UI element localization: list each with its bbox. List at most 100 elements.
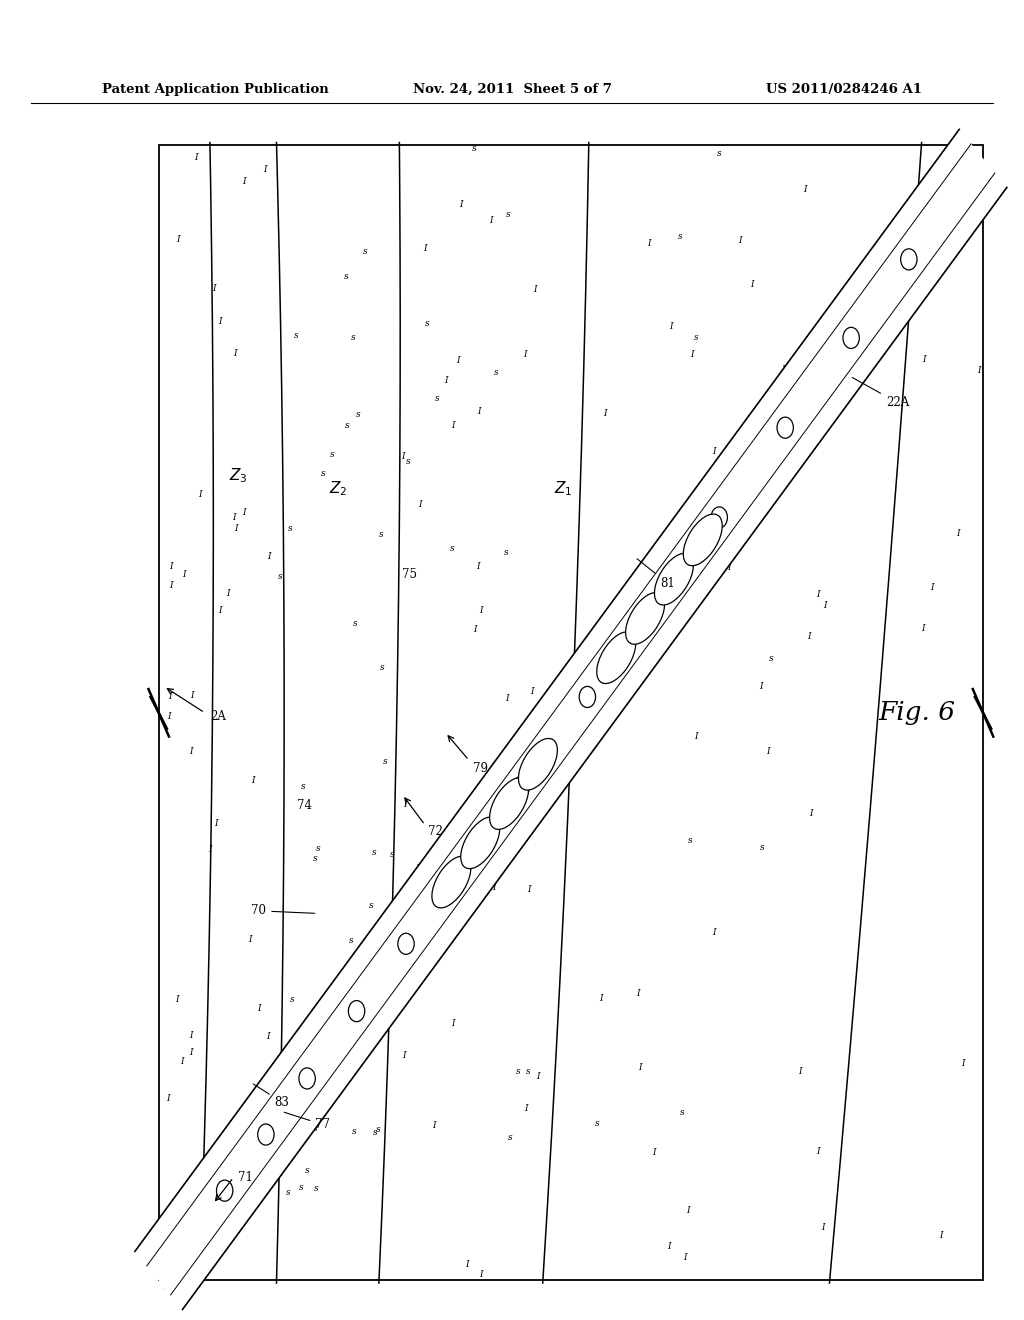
Text: I: I — [683, 1253, 686, 1262]
Text: s: s — [298, 1183, 303, 1192]
Text: I: I — [962, 1059, 965, 1068]
Text: I: I — [727, 562, 730, 572]
Text: US 2011/0284246 A1: US 2011/0284246 A1 — [766, 83, 922, 96]
Text: I: I — [248, 935, 252, 944]
Text: s: s — [372, 847, 377, 857]
Text: I: I — [218, 606, 222, 615]
Text: Fig. 6: Fig. 6 — [878, 701, 955, 725]
Text: I: I — [669, 322, 673, 331]
Text: I: I — [176, 235, 179, 244]
Text: s: s — [515, 1067, 520, 1076]
Text: 72: 72 — [428, 825, 443, 838]
Text: s: s — [769, 457, 773, 466]
Text: s: s — [505, 548, 509, 557]
Text: I: I — [647, 239, 651, 248]
Text: s: s — [383, 756, 387, 766]
Text: s: s — [301, 783, 305, 791]
Text: I: I — [402, 1051, 406, 1060]
Text: s: s — [345, 421, 349, 430]
Text: s: s — [349, 936, 353, 945]
Text: s: s — [474, 828, 478, 837]
Text: I: I — [432, 1121, 435, 1130]
Text: I: I — [451, 1019, 455, 1028]
Text: I: I — [167, 711, 171, 721]
Text: I: I — [425, 873, 429, 882]
Ellipse shape — [432, 857, 471, 908]
Text: I: I — [953, 186, 956, 195]
Text: s: s — [351, 333, 355, 342]
Text: 74: 74 — [297, 799, 311, 812]
Text: I: I — [415, 863, 419, 873]
Text: $Z_3$: $Z_3$ — [229, 466, 248, 484]
Text: s: s — [451, 544, 455, 553]
Text: I: I — [652, 1148, 656, 1158]
Text: 81: 81 — [637, 558, 675, 590]
Text: I: I — [459, 199, 463, 209]
Text: I: I — [182, 570, 186, 578]
Text: I: I — [636, 989, 639, 998]
Text: s: s — [506, 210, 510, 219]
Text: s: s — [362, 247, 368, 256]
Text: I: I — [212, 284, 216, 293]
Text: I: I — [816, 590, 819, 599]
Text: s: s — [290, 995, 295, 1005]
Text: I: I — [169, 581, 173, 590]
Circle shape — [711, 507, 727, 528]
Text: I: I — [690, 554, 693, 564]
Text: I: I — [738, 236, 742, 246]
Text: I: I — [537, 1072, 540, 1081]
Text: s: s — [281, 1162, 285, 1170]
Text: s: s — [294, 330, 299, 339]
Text: I: I — [530, 686, 535, 696]
Text: I: I — [189, 1048, 193, 1057]
Text: I: I — [158, 1236, 161, 1245]
Text: I: I — [809, 809, 813, 818]
Text: I: I — [266, 1032, 269, 1041]
Text: s: s — [680, 1107, 684, 1117]
Text: I: I — [524, 1105, 527, 1113]
Text: I: I — [923, 355, 926, 363]
Text: s: s — [355, 409, 360, 418]
Ellipse shape — [597, 632, 636, 684]
Text: s: s — [525, 1067, 530, 1076]
Text: s: s — [693, 333, 698, 342]
Text: I: I — [978, 366, 981, 375]
Text: s: s — [790, 413, 795, 421]
Text: I: I — [823, 601, 826, 610]
Text: s: s — [315, 843, 321, 853]
Text: s: s — [343, 272, 348, 281]
Text: s: s — [435, 393, 440, 403]
Text: s: s — [372, 1032, 377, 1040]
Text: s: s — [508, 1133, 513, 1142]
Text: I: I — [667, 1242, 671, 1250]
Text: I: I — [766, 747, 769, 756]
Ellipse shape — [489, 777, 528, 829]
Text: I: I — [781, 366, 784, 375]
Text: I: I — [599, 994, 603, 1003]
Text: s: s — [424, 319, 429, 327]
Text: I: I — [690, 351, 694, 359]
Text: I: I — [930, 582, 934, 591]
Text: s: s — [305, 1166, 310, 1175]
Text: I: I — [251, 776, 254, 785]
Text: I: I — [816, 1147, 819, 1156]
Text: I: I — [452, 421, 455, 430]
Text: I: I — [473, 626, 476, 634]
Text: I: I — [226, 589, 229, 598]
Text: I: I — [477, 407, 480, 416]
Text: s: s — [354, 1064, 358, 1072]
Text: I: I — [479, 606, 482, 615]
Text: s: s — [390, 850, 395, 859]
Text: I: I — [603, 409, 607, 417]
Text: s: s — [595, 1119, 599, 1129]
Text: 71: 71 — [238, 1171, 253, 1184]
Circle shape — [299, 1068, 315, 1089]
Text: I: I — [419, 500, 422, 508]
Text: I: I — [177, 1262, 181, 1271]
Text: I: I — [218, 317, 221, 326]
Text: I: I — [534, 285, 537, 294]
Text: I: I — [169, 561, 173, 570]
Ellipse shape — [518, 738, 557, 791]
Polygon shape — [135, 129, 1007, 1309]
Text: I: I — [922, 624, 925, 632]
